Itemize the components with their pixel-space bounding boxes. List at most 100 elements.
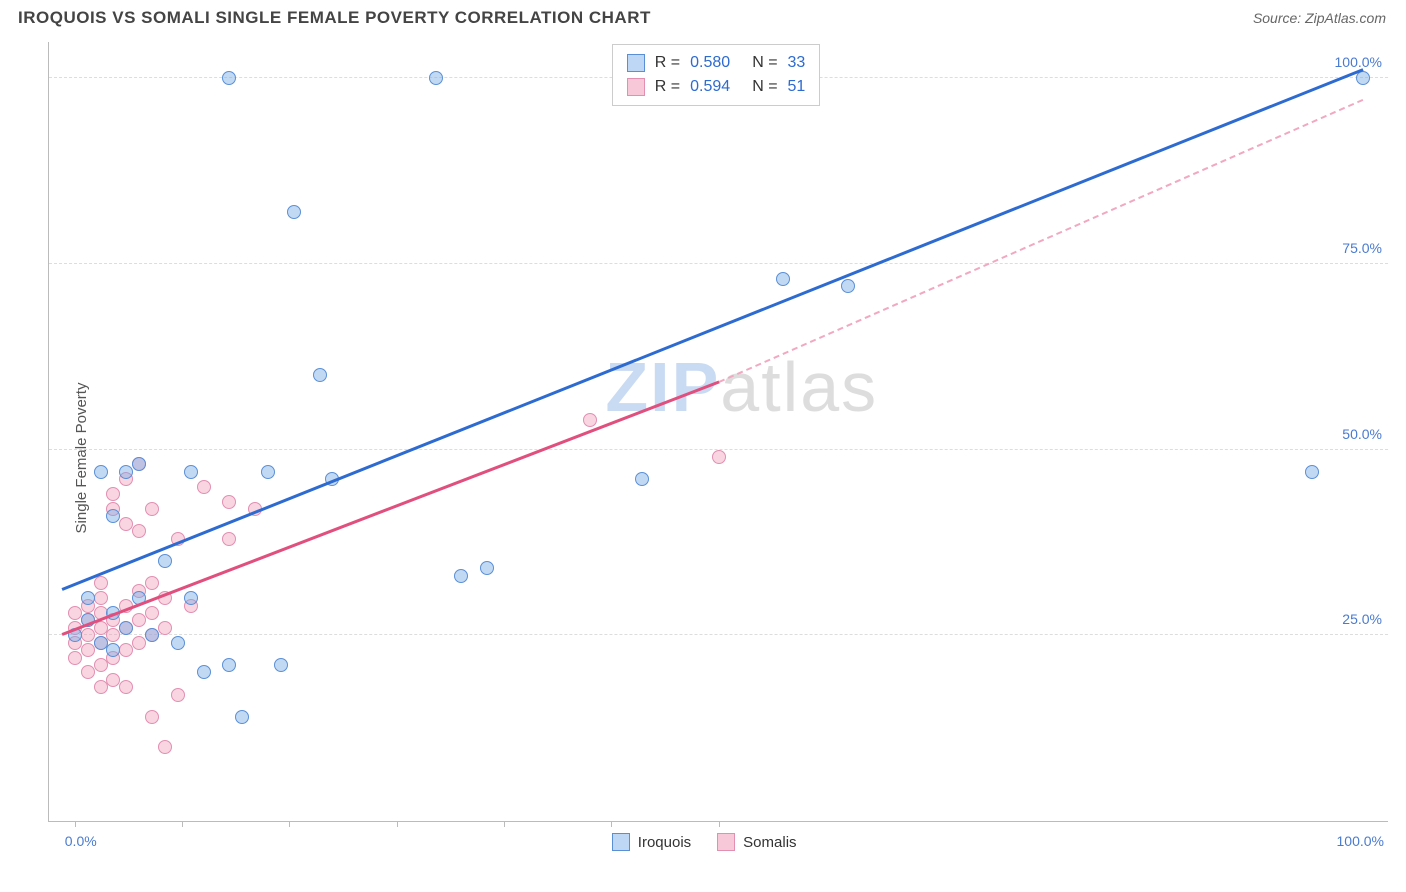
data-point <box>145 576 159 590</box>
gridline <box>49 263 1388 264</box>
data-point <box>106 628 120 642</box>
data-point <box>119 621 133 635</box>
gridline <box>49 634 1388 635</box>
data-point <box>68 606 82 620</box>
data-point <box>132 636 146 650</box>
data-point <box>287 205 301 219</box>
data-point <box>222 532 236 546</box>
data-point <box>184 591 198 605</box>
xtick <box>504 821 505 827</box>
legend-bottom: Iroquois Somalis <box>612 833 815 851</box>
stats-box: R = 0.580N = 33R = 0.594N = 51 <box>612 44 821 106</box>
data-point <box>81 628 95 642</box>
ytick-label: 25.0% <box>1342 611 1382 627</box>
source-value: ZipAtlas.com <box>1305 10 1386 26</box>
xtick <box>75 821 76 827</box>
data-point <box>222 658 236 672</box>
data-point <box>776 272 790 286</box>
data-point <box>235 710 249 724</box>
legend-swatch <box>627 54 645 72</box>
data-point <box>1356 71 1370 85</box>
ytick-label: 100.0% <box>1335 54 1382 70</box>
data-point <box>119 465 133 479</box>
data-point <box>454 569 468 583</box>
data-point <box>81 591 95 605</box>
xtick <box>719 821 720 827</box>
data-point <box>222 495 236 509</box>
data-point <box>222 71 236 85</box>
data-point <box>94 621 108 635</box>
data-point <box>132 613 146 627</box>
data-point <box>94 591 108 605</box>
data-point <box>583 413 597 427</box>
data-point <box>712 450 726 464</box>
data-point <box>171 688 185 702</box>
ytick-label: 50.0% <box>1342 426 1382 442</box>
data-point <box>94 680 108 694</box>
data-point <box>841 279 855 293</box>
data-point <box>106 643 120 657</box>
r-value: 0.580 <box>690 51 730 75</box>
data-point <box>94 465 108 479</box>
data-point <box>94 636 108 650</box>
data-point <box>119 517 133 531</box>
legend-label: Iroquois <box>638 834 691 851</box>
data-point <box>171 636 185 650</box>
data-point <box>261 465 275 479</box>
data-point <box>145 502 159 516</box>
data-point <box>197 480 211 494</box>
r-value: 0.594 <box>690 75 730 99</box>
ytick-label: 75.0% <box>1342 240 1382 256</box>
data-point <box>274 658 288 672</box>
legend-swatch <box>627 78 645 96</box>
data-point <box>158 740 172 754</box>
legend-swatch <box>612 833 630 851</box>
data-point <box>197 665 211 679</box>
data-point <box>145 710 159 724</box>
n-value: 33 <box>788 51 806 75</box>
data-point <box>429 71 443 85</box>
watermark: ZIPatlas <box>605 347 878 427</box>
data-point <box>106 487 120 501</box>
legend-swatch <box>717 833 735 851</box>
xtick <box>397 821 398 827</box>
data-point <box>132 524 146 538</box>
data-point <box>81 665 95 679</box>
n-value: 51 <box>788 75 806 99</box>
data-point <box>1305 465 1319 479</box>
data-point <box>145 628 159 642</box>
data-point <box>158 554 172 568</box>
legend-label: Somalis <box>743 834 796 851</box>
watermark-atlas: atlas <box>720 348 878 426</box>
data-point <box>119 643 133 657</box>
trend-line <box>719 99 1364 383</box>
source-label: Source: ZipAtlas.com <box>1253 10 1386 26</box>
data-point <box>145 606 159 620</box>
trend-line <box>61 68 1363 590</box>
chart-title: IROQUOIS VS SOMALI SINGLE FEMALE POVERTY… <box>18 8 651 28</box>
xtick <box>182 821 183 827</box>
stats-row: R = 0.580N = 33 <box>627 51 806 75</box>
chart-container: Single Female Poverty ZIPatlas 25.0%50.0… <box>0 32 1406 884</box>
data-point <box>81 643 95 657</box>
data-point <box>68 651 82 665</box>
xtick <box>611 821 612 827</box>
trend-line <box>61 380 719 635</box>
data-point <box>119 680 133 694</box>
data-point <box>158 621 172 635</box>
data-point <box>94 576 108 590</box>
data-point <box>635 472 649 486</box>
xaxis-max-label: 100.0% <box>1337 833 1384 849</box>
plot-area: ZIPatlas 25.0%50.0%75.0%100.0%0.0%100.0%… <box>48 42 1388 822</box>
xaxis-min-label: 0.0% <box>65 833 97 849</box>
data-point <box>106 673 120 687</box>
data-point <box>313 368 327 382</box>
data-point <box>480 561 494 575</box>
data-point <box>94 658 108 672</box>
data-point <box>106 509 120 523</box>
data-point <box>132 457 146 471</box>
stats-row: R = 0.594N = 51 <box>627 75 806 99</box>
chart-header: IROQUOIS VS SOMALI SINGLE FEMALE POVERTY… <box>0 0 1406 32</box>
xtick <box>289 821 290 827</box>
data-point <box>184 465 198 479</box>
